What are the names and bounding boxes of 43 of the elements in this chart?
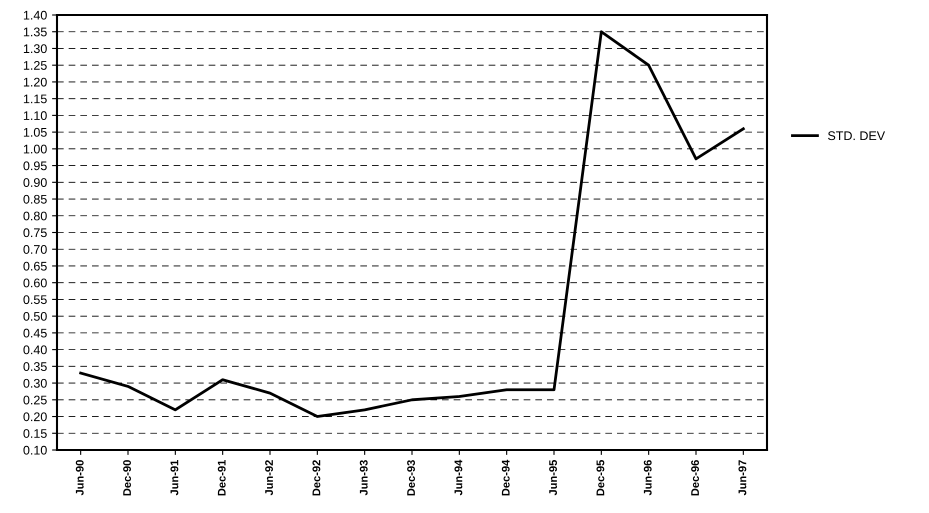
y-tick-label: 1.30 xyxy=(24,44,47,54)
y-tick-label: 0.45 xyxy=(23,328,47,338)
x-tick-label: Dec-94 xyxy=(502,460,510,496)
x-tick-label: Jun-97 xyxy=(738,460,746,496)
y-tick-label: 1.25 xyxy=(24,60,47,70)
y-tick-label: 1.10 xyxy=(24,111,47,120)
y-tick-label: 1.40 xyxy=(24,10,47,20)
y-tick-label: 0.50 xyxy=(23,312,47,321)
x-tick-label: Jun-93 xyxy=(360,460,368,496)
x-tick-label: Dec-91 xyxy=(218,460,226,496)
x-tick-label: Dec-92 xyxy=(312,460,320,496)
y-tick-label: 1.15 xyxy=(24,94,47,104)
y-tick-label: 1.00 xyxy=(24,144,47,154)
x-tick-label: Dec-93 xyxy=(407,460,415,496)
x-tick-label: Jun-94 xyxy=(454,460,462,496)
y-tick-label: 0.60 xyxy=(23,278,47,288)
y-tick-label: 0.40 xyxy=(23,345,47,354)
x-tick-label: Jun-90 xyxy=(76,460,84,496)
x-tick-label: Jun-92 xyxy=(265,460,273,496)
x-tick-label: Dec-95 xyxy=(596,460,604,496)
y-tick-label: 0.70 xyxy=(23,245,47,254)
x-tick-label: Dec-90 xyxy=(123,460,131,496)
y-tick-label: 1.05 xyxy=(24,128,47,137)
legend-label: STD. DEV xyxy=(828,131,886,140)
y-tick-label: 0.15 xyxy=(23,429,47,438)
y-tick-label: 0.65 xyxy=(23,262,47,271)
y-tick-label: 0.30 xyxy=(23,378,47,388)
y-tick-label: 1.20 xyxy=(24,78,47,87)
x-tick-label: Jun-91 xyxy=(170,460,178,496)
y-tick-label: 0.85 xyxy=(23,194,47,204)
y-tick-label: 0.35 xyxy=(23,362,47,371)
x-tick-label: Jun-95 xyxy=(549,460,557,496)
y-tick-label: 0.20 xyxy=(23,412,47,422)
y-tick-label: 1.35 xyxy=(24,28,47,36)
y-tick-label: 0.55 xyxy=(23,295,47,304)
x-tick-label: Jun-96 xyxy=(644,460,652,496)
y-tick-label: 0.95 xyxy=(23,161,47,170)
y-tick-label: 0.10 xyxy=(23,446,47,455)
y-tick-label: 0.80 xyxy=(23,212,47,220)
y-tick-label: 0.90 xyxy=(23,178,47,187)
y-tick-label: 0.75 xyxy=(23,228,47,238)
x-tick-label: Dec-96 xyxy=(691,460,699,496)
y-tick-label: 0.25 xyxy=(23,396,47,404)
